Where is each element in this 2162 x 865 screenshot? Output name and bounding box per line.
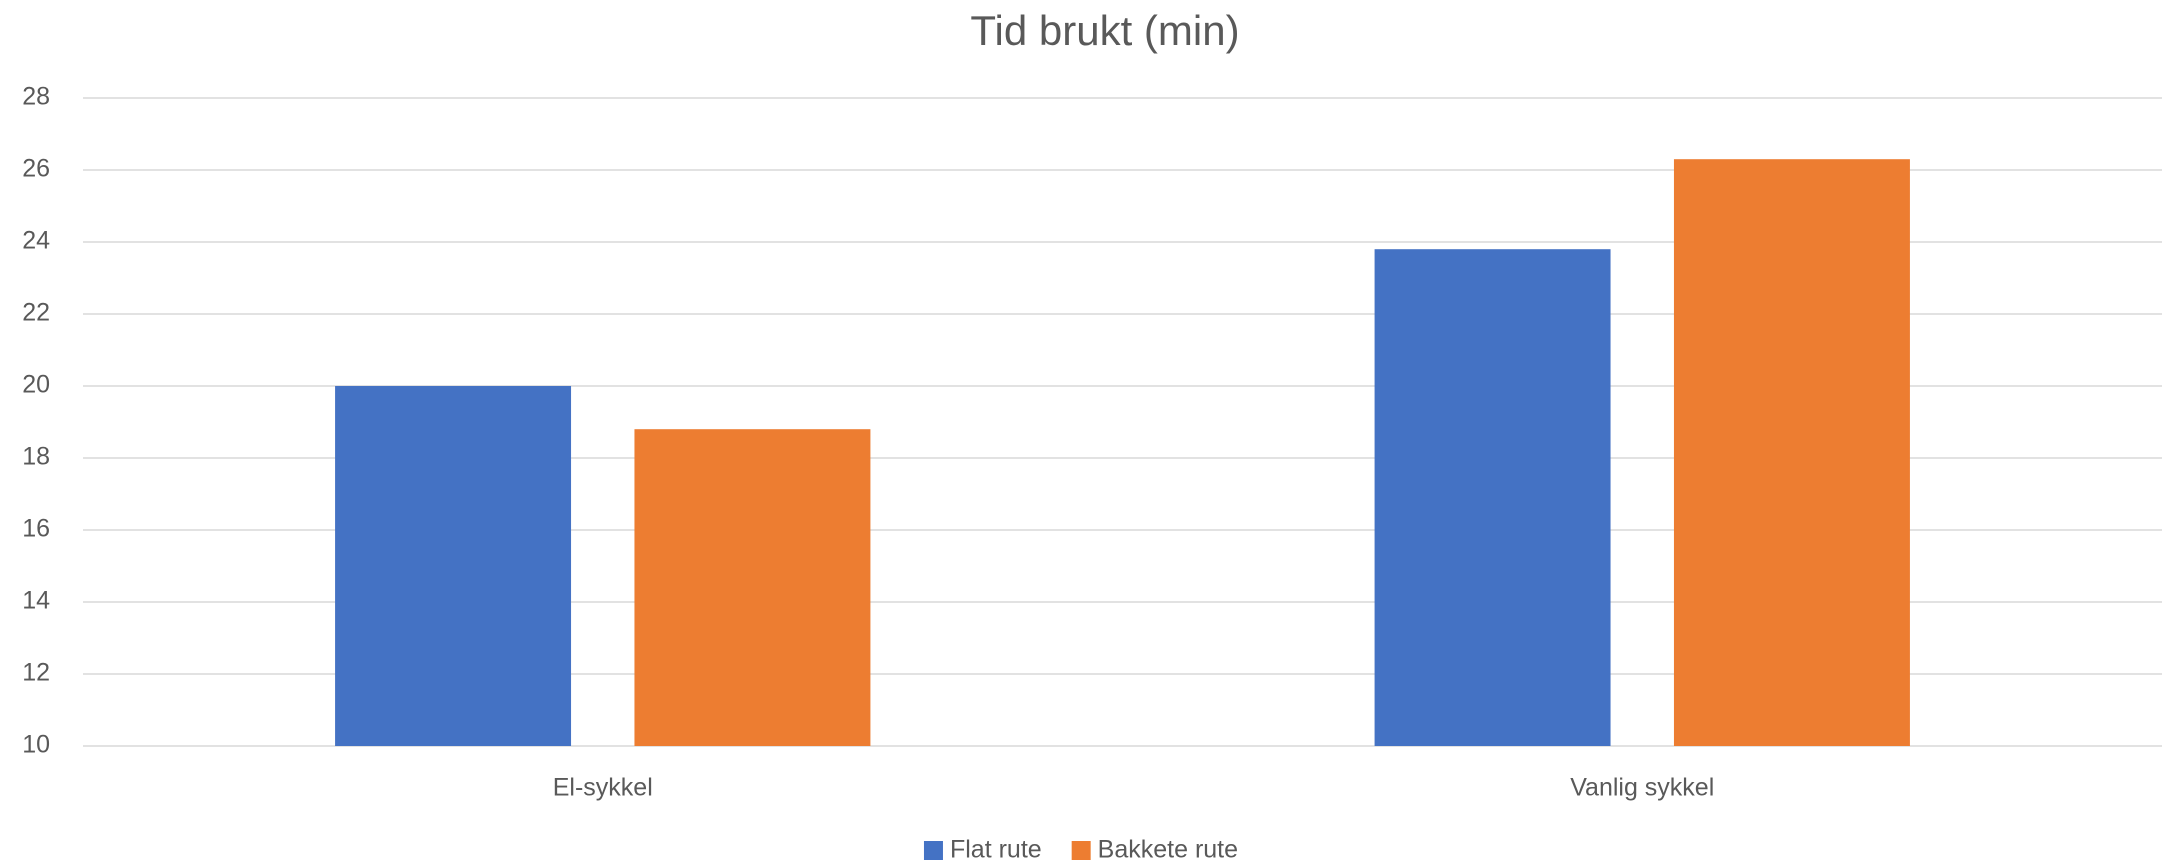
y-tick-label: 14	[22, 587, 50, 615]
legend-swatch	[1071, 841, 1091, 860]
bar	[634, 429, 871, 746]
y-tick-label: 16	[22, 515, 50, 543]
x-tick-label: El-sykkel	[553, 774, 653, 802]
y-tick-label: 18	[22, 443, 50, 471]
chart-title: Tid brukt (min)	[970, 7, 1239, 54]
legend-swatch	[923, 841, 943, 860]
y-tick-label: 22	[22, 299, 50, 327]
y-tick-label: 26	[22, 155, 50, 183]
y-tick-label: 12	[22, 659, 50, 687]
y-tick-label: 10	[22, 731, 50, 759]
y-tick-label: 28	[22, 83, 50, 111]
bar	[335, 386, 572, 746]
y-tick-label: 20	[22, 371, 50, 399]
bar	[1673, 159, 1910, 746]
legend-label: Flat rute	[950, 836, 1042, 864]
legend-label: Bakkete rute	[1098, 836, 1238, 864]
x-tick-label: Vanlig sykkel	[1570, 774, 1714, 802]
y-tick-label: 24	[22, 227, 50, 255]
bar	[1374, 249, 1611, 746]
